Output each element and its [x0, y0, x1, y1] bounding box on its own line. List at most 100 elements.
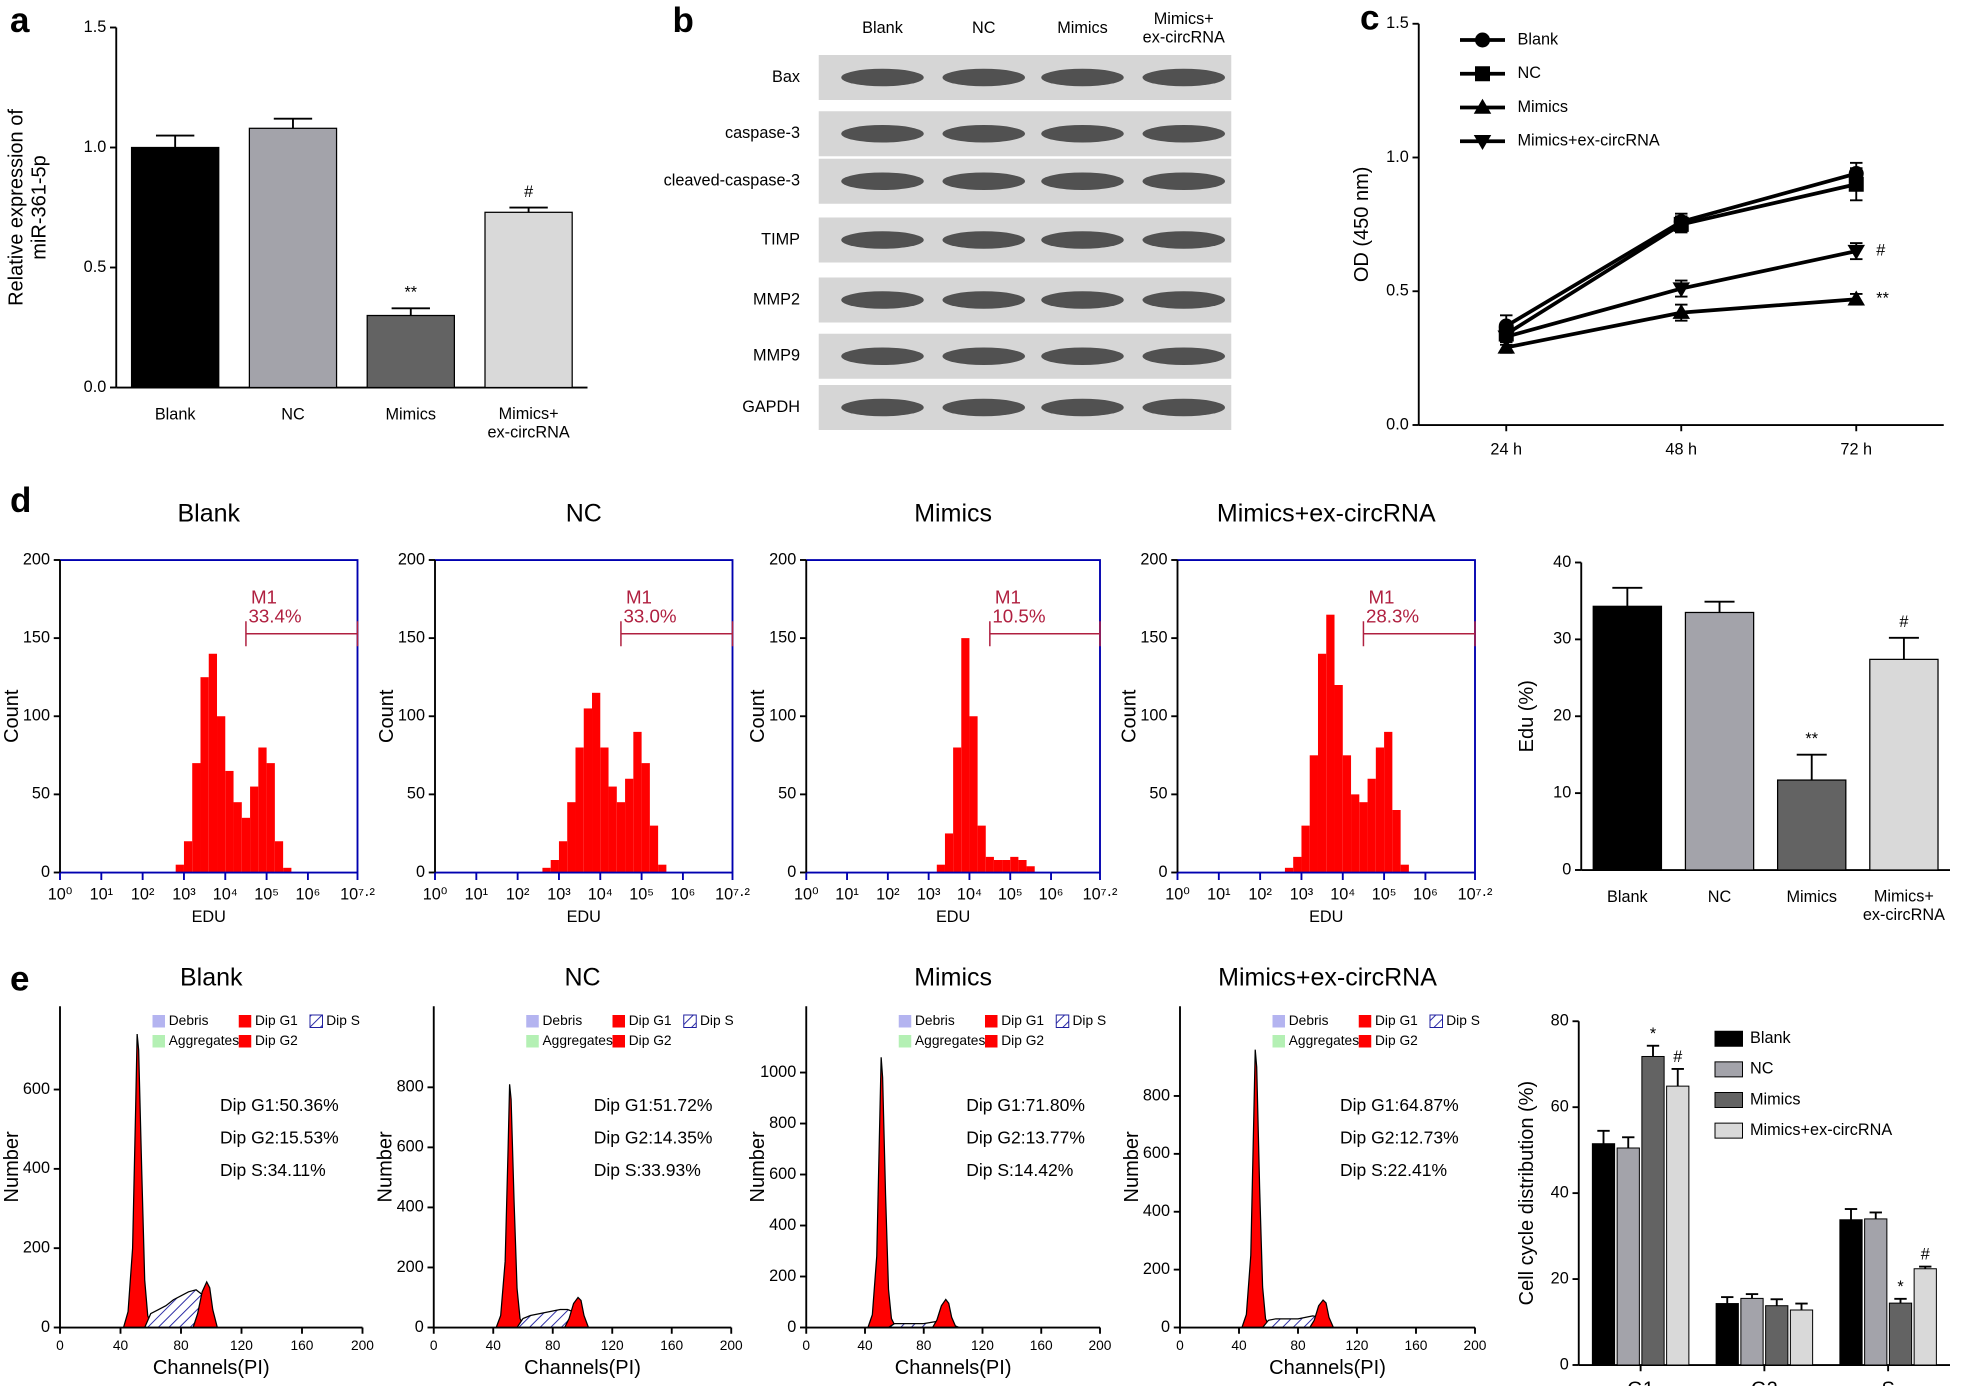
x-tick-label: 120 — [230, 1338, 253, 1353]
row-label: cleaved-caspase-3 — [664, 172, 800, 190]
y-tick-label: 60 — [1551, 1097, 1569, 1115]
y-tick-label: 0 — [415, 1318, 424, 1336]
y-tick-label: 0 — [1161, 1318, 1170, 1336]
legend-label: Blank — [1518, 30, 1560, 48]
x-tick-label: Blank — [155, 405, 197, 423]
legend-swatch — [612, 1035, 625, 1048]
annotation: # — [1673, 1048, 1682, 1066]
y-tick-label: 50 — [778, 785, 796, 803]
stat-text: Dip G1:50.36% — [220, 1095, 339, 1115]
band — [942, 68, 1025, 87]
panel-letter: d — [10, 481, 31, 520]
bar — [1864, 1218, 1888, 1366]
legend-label: Mimics — [1518, 98, 1569, 116]
histogram-bar — [1026, 866, 1035, 873]
y-axis-label: Number — [747, 1131, 769, 1202]
y-tick-label: 1.0 — [1386, 148, 1409, 166]
band — [1142, 172, 1225, 190]
x-tick-label: 200 — [1464, 1338, 1487, 1353]
legend-swatch — [1714, 1061, 1743, 1078]
x-tick-label: 10⁷·² — [715, 885, 750, 903]
histogram-bar — [1375, 747, 1385, 873]
area — [867, 1057, 897, 1329]
histogram-bar — [575, 747, 584, 873]
x-tick-label: 72 h — [1840, 440, 1872, 458]
band — [942, 172, 1025, 190]
marker — [1672, 282, 1690, 298]
annotation: ** — [1805, 730, 1818, 748]
x-tick-label: 10⁰ — [48, 885, 73, 903]
legend-label: Dip S — [1446, 1013, 1480, 1028]
legend-swatch — [526, 1014, 539, 1028]
y-axis-label: Count — [1118, 689, 1140, 743]
histogram-bar — [1326, 614, 1335, 873]
histogram-bar — [1284, 867, 1294, 873]
x-tick-label: 10² — [1248, 885, 1272, 903]
y-tick-label: 600 — [23, 1080, 50, 1098]
histogram-bar — [583, 708, 593, 873]
legend-swatch — [984, 1035, 998, 1048]
legend-label: Aggregates — [543, 1033, 613, 1048]
y-tick-label: 1.5 — [1386, 14, 1409, 32]
bar — [130, 146, 220, 389]
gate-label: 33.4% — [248, 605, 301, 626]
legend-label: Dip S — [326, 1013, 360, 1028]
x-tick-label: 10⁶ — [671, 885, 696, 903]
x-axis-label: EDU — [936, 908, 970, 926]
panel-letter: e — [10, 960, 29, 999]
y-tick-label: 0 — [787, 1318, 796, 1336]
histogram-bar — [274, 841, 284, 873]
band — [1142, 231, 1225, 249]
y-tick-label: 200 — [398, 550, 425, 568]
gate-label: 28.3% — [1366, 605, 1419, 626]
x-tick-label: 10⁰ — [1165, 885, 1190, 903]
bar — [1641, 1055, 1665, 1366]
frame — [60, 559, 359, 873]
x-tick-label: 40 — [1231, 1338, 1247, 1353]
panel-title: Blank — [180, 963, 243, 991]
gate-name: M1 — [995, 587, 1021, 608]
legend-label: Debris — [1289, 1013, 1329, 1028]
panel-title: Mimics+ex-circRNA — [1218, 963, 1437, 991]
column-label: Mimics+ ex-circRNA — [1143, 10, 1225, 47]
legend-swatch — [898, 1014, 912, 1028]
x-axis-label: EDU — [192, 908, 226, 926]
bar — [1591, 1143, 1616, 1366]
marker — [1497, 338, 1515, 354]
band — [1041, 398, 1124, 417]
bar — [1839, 1219, 1863, 1366]
histogram-bar — [183, 841, 193, 873]
stat-text: Dip S:14.42% — [966, 1160, 1073, 1180]
x-tick-label: 10³ — [172, 885, 196, 903]
legend-label: Debris — [915, 1013, 955, 1028]
stat-text: Dip G1:51.72% — [594, 1095, 713, 1115]
legend-label: Dip S — [700, 1013, 734, 1028]
legend-swatch — [1714, 1091, 1743, 1108]
y-tick-label: 20 — [1553, 707, 1571, 725]
legend-swatch — [1358, 1035, 1372, 1048]
gate — [1362, 621, 1476, 647]
histogram-bar — [1301, 825, 1310, 873]
legend-swatch — [1358, 1014, 1372, 1028]
histogram-bar — [241, 817, 251, 873]
legend-swatch — [309, 1014, 323, 1028]
marker — [1475, 32, 1490, 48]
histogram-bar — [1342, 755, 1352, 873]
legend-swatch — [152, 1035, 165, 1048]
legend-label: Dip G1 — [629, 1013, 672, 1028]
stat-text: Dip G2:13.77% — [966, 1127, 1085, 1147]
y-tick-label: 80 — [1551, 1012, 1569, 1030]
bar — [248, 127, 338, 389]
legend-label: Debris — [169, 1013, 209, 1028]
row-label: TIMP — [761, 230, 800, 248]
column-label: Blank — [862, 19, 904, 37]
gate-name: M1 — [1368, 587, 1394, 608]
legend-label: Dip S — [1073, 1013, 1107, 1028]
band — [942, 291, 1025, 309]
band — [1142, 347, 1225, 365]
column-label: NC — [972, 19, 996, 37]
legend-label: Aggregates — [169, 1033, 239, 1048]
x-tick-label: 10⁵ — [629, 885, 654, 903]
y-tick-label: 150 — [23, 628, 50, 646]
band — [1041, 172, 1124, 190]
